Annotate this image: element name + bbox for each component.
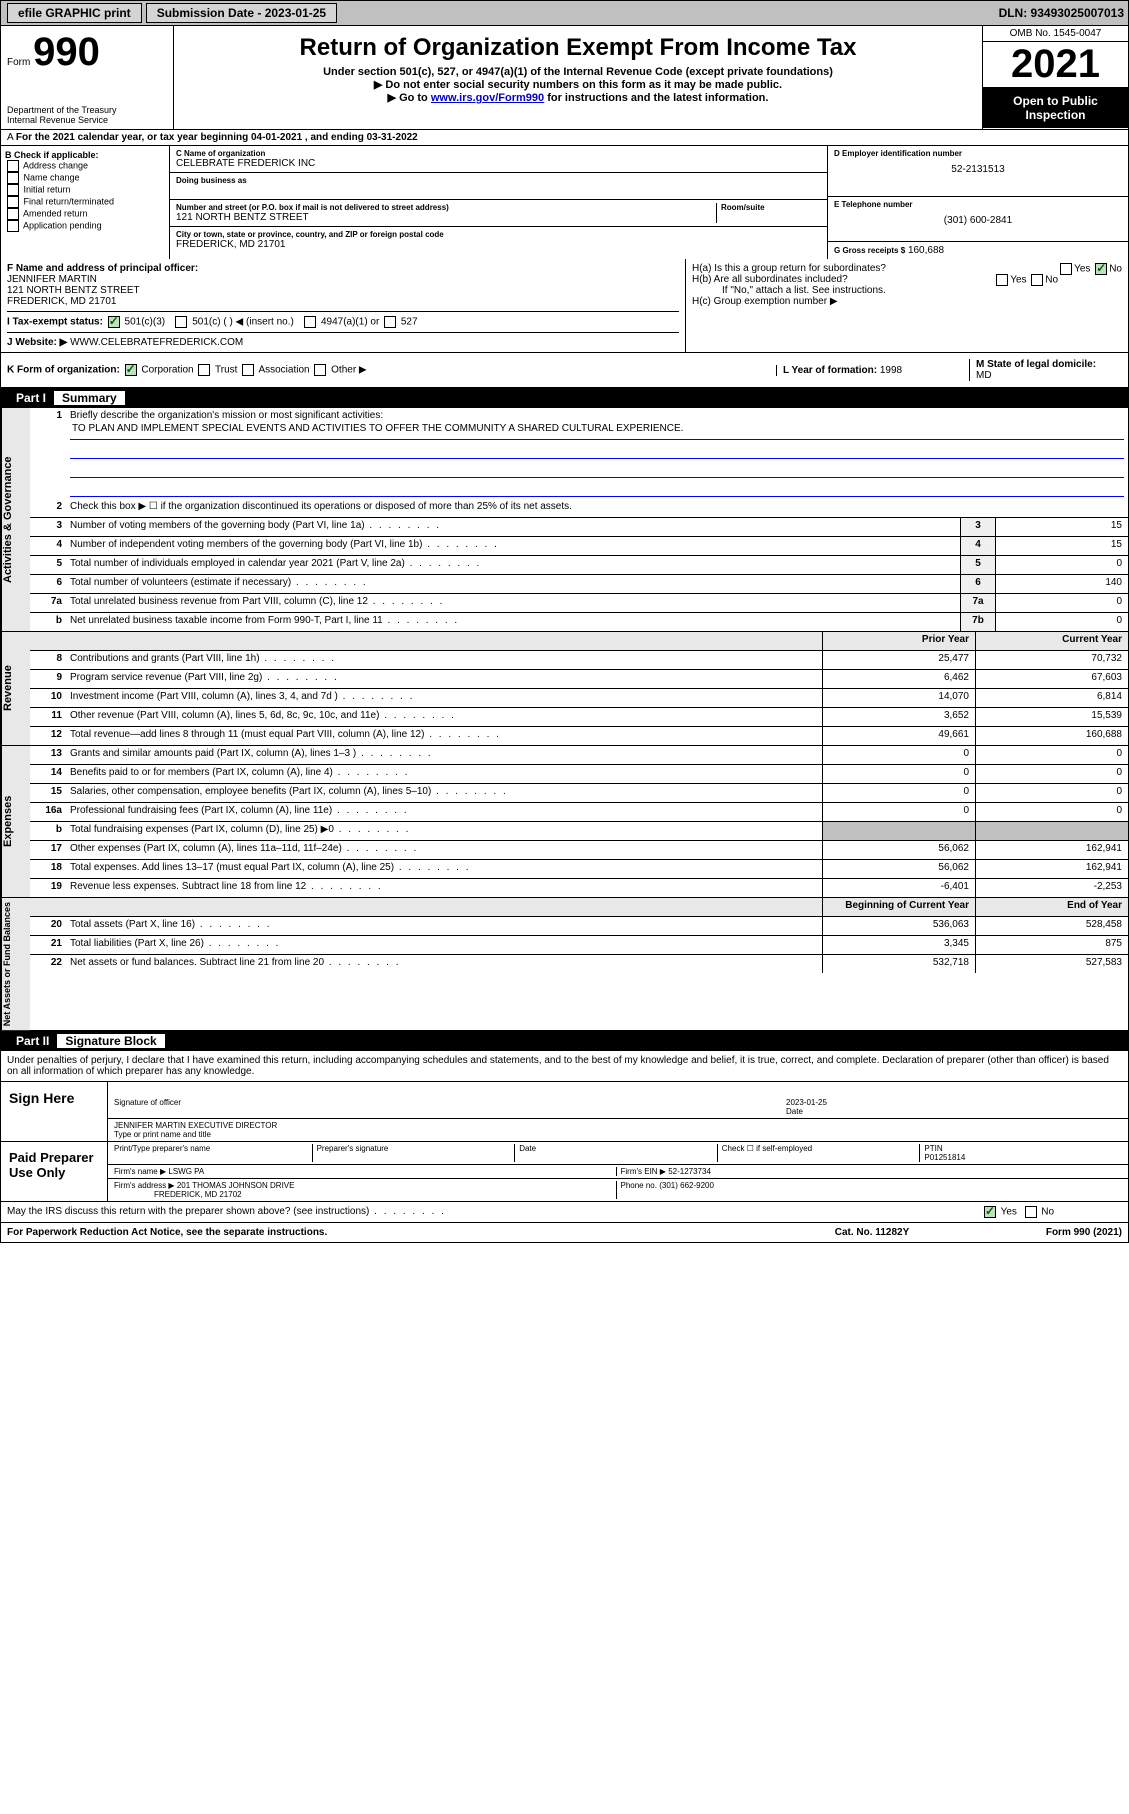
section-bcdeg: B Check if applicable: Address change Na… xyxy=(0,146,1129,259)
table-row: 20Total assets (Part X, line 16)536,0635… xyxy=(30,917,1128,936)
chk-name[interactable] xyxy=(7,172,19,184)
table-row: 3Number of voting members of the governi… xyxy=(30,518,1128,537)
revenue-vlabel: Revenue xyxy=(1,632,30,745)
telephone: (301) 600-2841 xyxy=(834,209,1122,226)
part1-header: Part I Summary xyxy=(0,388,1129,408)
table-row: 5Total number of individuals employed in… xyxy=(30,556,1128,575)
omb-number: OMB No. 1545-0047 xyxy=(983,26,1128,42)
chk-ha-no[interactable] xyxy=(1095,263,1107,275)
netassets-section: Net Assets or Fund Balances Beginning of… xyxy=(0,898,1129,1031)
table-row: 15Salaries, other compensation, employee… xyxy=(30,784,1128,803)
table-row: 7aTotal unrelated business revenue from … xyxy=(30,594,1128,613)
submission-date: Submission Date - 2023-01-25 xyxy=(146,3,337,23)
col-h-group: H(a) Is this a group return for subordin… xyxy=(685,259,1128,352)
firm-phone: (301) 662-9200 xyxy=(659,1181,714,1190)
chk-initial[interactable] xyxy=(7,184,19,196)
table-row: 17Other expenses (Part IX, column (A), l… xyxy=(30,841,1128,860)
sign-here-label: Sign Here xyxy=(1,1082,107,1141)
governance-vlabel: Activities & Governance xyxy=(1,408,30,631)
row-a-period: A For the 2021 calendar year, or tax yea… xyxy=(0,130,1129,146)
table-row: 11Other revenue (Part VIII, column (A), … xyxy=(30,708,1128,727)
page-footer: For Paperwork Reduction Act Notice, see … xyxy=(0,1223,1129,1243)
table-row: 21Total liabilities (Part X, line 26)3,3… xyxy=(30,936,1128,955)
mission-text: TO PLAN AND IMPLEMENT SPECIAL EVENTS AND… xyxy=(70,421,1124,440)
goto-note: Go to www.irs.gov/Form990 for instructio… xyxy=(180,91,976,104)
table-row: 13Grants and similar amounts paid (Part … xyxy=(30,746,1128,765)
col-f-officer: F Name and address of principal officer:… xyxy=(1,259,685,352)
table-row: 6Total number of volunteers (estimate if… xyxy=(30,575,1128,594)
officer-name: JENNIFER MARTIN xyxy=(7,274,679,285)
chk-amended[interactable] xyxy=(7,208,19,220)
revenue-section: Revenue Prior Year Current Year 8Contrib… xyxy=(0,632,1129,746)
col-b-checkboxes: B Check if applicable: Address change Na… xyxy=(1,146,170,259)
firm-ein: 52-1273734 xyxy=(668,1167,711,1176)
table-row: bTotal fundraising expenses (Part IX, co… xyxy=(30,822,1128,841)
col-c-orginfo: C Name of organization CELEBRATE FREDERI… xyxy=(170,146,828,259)
top-bar: efile GRAPHIC print Submission Date - 20… xyxy=(0,0,1129,26)
chk-corp[interactable] xyxy=(125,364,137,376)
tax-year: 2021 xyxy=(983,42,1128,88)
form-title: Return of Organization Exempt From Incom… xyxy=(180,34,976,62)
table-row: 16aProfessional fundraising fees (Part I… xyxy=(30,803,1128,822)
form-number-box: Form 990 Department of the Treasury Inte… xyxy=(1,26,174,129)
expenses-vlabel: Expenses xyxy=(1,746,30,897)
efile-label: efile GRAPHIC print xyxy=(7,3,142,23)
table-row: 19Revenue less expenses. Subtract line 1… xyxy=(30,879,1128,897)
col-de: D Employer identification number 52-2131… xyxy=(828,146,1128,259)
table-row: 4Number of independent voting members of… xyxy=(30,537,1128,556)
firm-name: LSWG PA xyxy=(168,1167,204,1176)
chk-address[interactable] xyxy=(7,160,19,172)
netassets-vlabel: Net Assets or Fund Balances xyxy=(1,898,30,1030)
year-formation: 1998 xyxy=(880,365,902,376)
ein: 52-2131513 xyxy=(834,158,1122,175)
governance-section: Activities & Governance 1 Briefly descri… xyxy=(0,408,1129,632)
ssn-note: Do not enter social security numbers on … xyxy=(180,78,976,91)
table-row: 18Total expenses. Add lines 13–17 (must … xyxy=(30,860,1128,879)
org-city: FREDERICK, MD 21701 xyxy=(176,239,821,250)
part2-header: Part II Signature Block xyxy=(0,1031,1129,1051)
form-header: Form 990 Department of the Treasury Inte… xyxy=(0,26,1129,130)
paid-preparer-label: Paid Preparer Use Only xyxy=(1,1142,107,1201)
header-right-box: OMB No. 1545-0047 2021 Open to Public In… xyxy=(982,26,1128,129)
row-klm: K Form of organization: Corporation Trus… xyxy=(0,353,1129,388)
chk-final[interactable] xyxy=(7,196,19,208)
open-public: Open to Public Inspection xyxy=(983,88,1128,128)
ptin: P01251814 xyxy=(924,1153,965,1162)
form-990: 990 xyxy=(33,30,100,74)
table-row: 22Net assets or fund balances. Subtract … xyxy=(30,955,1128,973)
form-subtitle: Under section 501(c), 527, or 4947(a)(1)… xyxy=(180,66,976,78)
form-label: Form xyxy=(7,57,30,68)
table-row: 8Contributions and grants (Part VIII, li… xyxy=(30,651,1128,670)
table-row: 12Total revenue—add lines 8 through 11 (… xyxy=(30,727,1128,745)
signature-block: Under penalties of perjury, I declare th… xyxy=(0,1051,1129,1223)
irs-label: Internal Revenue Service xyxy=(7,115,167,125)
form990-link[interactable]: www.irs.gov/Form990 xyxy=(431,92,544,104)
row-fh: F Name and address of principal officer:… xyxy=(0,259,1129,353)
table-row: 9Program service revenue (Part VIII, lin… xyxy=(30,670,1128,689)
dln: DLN: 93493025007013 xyxy=(999,6,1124,20)
state-domicile: MD xyxy=(976,370,992,381)
perjury-declaration: Under penalties of perjury, I declare th… xyxy=(1,1051,1128,1081)
org-name: CELEBRATE FREDERICK INC xyxy=(176,158,821,169)
chk-discuss-yes[interactable] xyxy=(984,1206,996,1218)
header-title-box: Return of Organization Exempt From Incom… xyxy=(174,26,982,129)
table-row: 14Benefits paid to or for members (Part … xyxy=(30,765,1128,784)
chk-501c3[interactable] xyxy=(108,316,120,328)
org-address: 121 NORTH BENTZ STREET xyxy=(176,212,716,223)
website: WWW.CELEBRATEFREDERICK.COM xyxy=(70,337,243,348)
officer-sig-name: JENNIFER MARTIN EXECUTIVE DIRECTOR xyxy=(114,1121,1122,1130)
gross-receipts: 160,688 xyxy=(908,245,944,256)
table-row: 10Investment income (Part VIII, column (… xyxy=(30,689,1128,708)
table-row: bNet unrelated business taxable income f… xyxy=(30,613,1128,631)
chk-pending[interactable] xyxy=(7,220,19,232)
dept-treasury: Department of the Treasury xyxy=(7,105,167,115)
expenses-section: Expenses 13Grants and similar amounts pa… xyxy=(0,746,1129,898)
